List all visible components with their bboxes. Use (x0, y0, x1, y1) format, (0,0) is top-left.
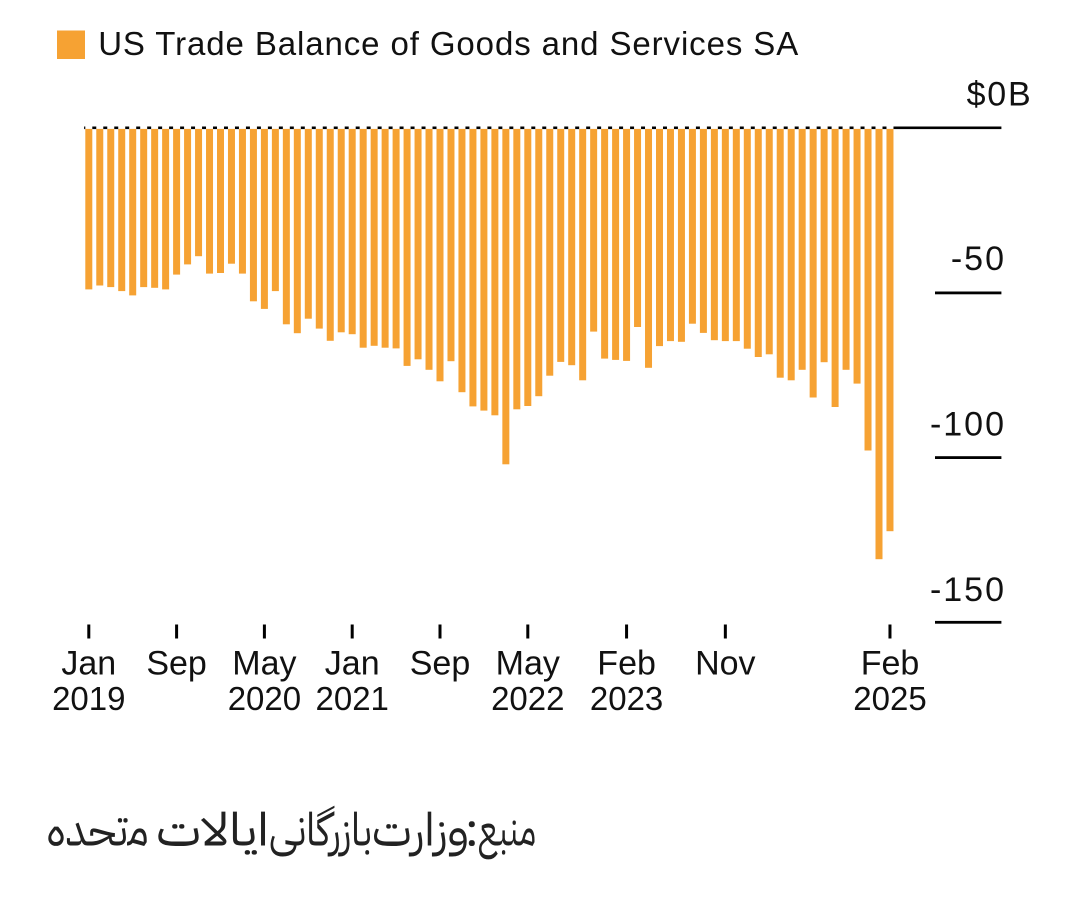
svg-text:Sep: Sep (146, 645, 207, 683)
svg-text:-50: -50 (951, 240, 1006, 278)
svg-text:Feb: Feb (597, 645, 656, 683)
svg-text:Jan: Jan (325, 645, 380, 683)
svg-text:2023: 2023 (590, 680, 663, 717)
svg-text:-150: -150 (930, 571, 1006, 609)
svg-text:Nov: Nov (695, 645, 755, 683)
svg-text:US Trade Balance of Goods and: US Trade Balance of Goods and Services S… (98, 25, 799, 62)
svg-text:$0B: $0B (967, 75, 1033, 113)
svg-text:2022: 2022 (491, 680, 564, 717)
svg-text:May: May (232, 645, 296, 683)
svg-text:2019: 2019 (52, 680, 125, 717)
svg-text:2021: 2021 (315, 680, 388, 717)
svg-text:Jan: Jan (61, 645, 116, 683)
svg-text:Feb: Feb (861, 645, 920, 683)
svg-text:Sep: Sep (410, 645, 471, 683)
svg-text:2025: 2025 (853, 680, 926, 717)
svg-text:2020: 2020 (228, 680, 301, 717)
svg-text:-100: -100 (930, 406, 1006, 444)
svg-text:May: May (496, 645, 560, 683)
